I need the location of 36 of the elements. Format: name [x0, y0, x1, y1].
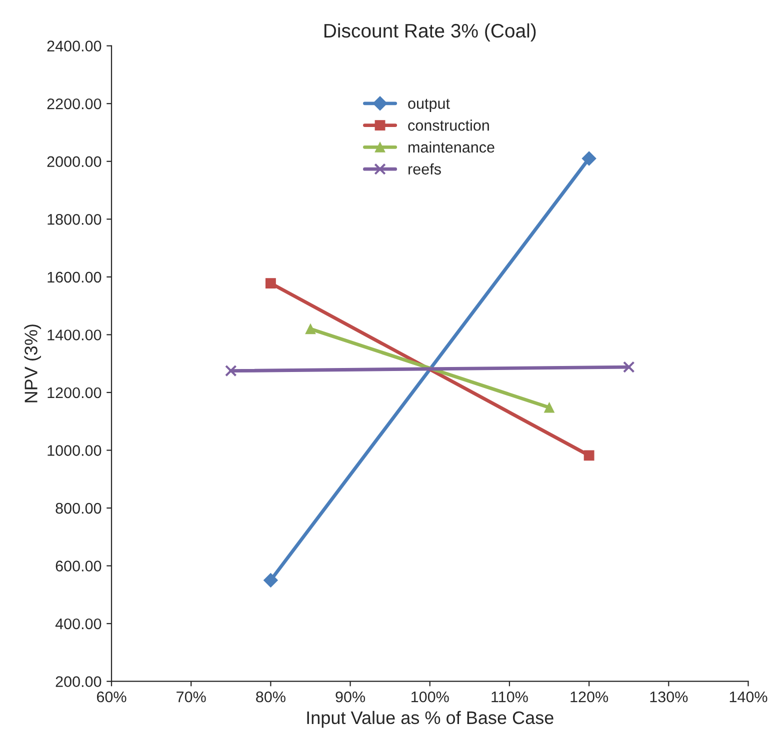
y-tick-label: 400.00: [55, 618, 102, 630]
y-tick-label: 1000.00: [48, 445, 102, 456]
x-tick-label: 80%: [256, 691, 286, 702]
x-tick-label: 90%: [336, 691, 366, 702]
legend-label: output: [408, 98, 450, 112]
x-tick-label: 120%: [570, 691, 608, 702]
point: [305, 324, 316, 334]
y-tick-label: 2000.00: [47, 156, 102, 168]
y-tick-label: 2400.00: [47, 40, 102, 52]
y-tick-label: 2200.00: [47, 98, 102, 110]
point: [582, 151, 596, 166]
y-tick-label: 800.00: [56, 502, 102, 514]
point: [622, 361, 635, 373]
y-tick-label: 600.00: [56, 560, 102, 572]
legend-label: construction: [408, 120, 489, 131]
y-tick-label: 1600.00: [48, 272, 102, 283]
point: [224, 364, 237, 377]
point: [265, 278, 276, 288]
point: [263, 573, 278, 588]
y-tick-label: 1200.00: [48, 387, 102, 398]
y-tick-label: 1800.00: [48, 214, 102, 225]
legend-label: maintenance: [408, 141, 494, 153]
legend-label: reefs: [408, 163, 441, 175]
x-tick-label: 110%: [492, 691, 528, 702]
x-tick-label: 100%: [412, 691, 449, 702]
y-tick-label: 1400.00: [48, 330, 102, 340]
x-tick-label: 140%: [730, 691, 768, 702]
x-tick-label: 60%: [96, 691, 126, 702]
y-tick-label: 200.00: [56, 676, 102, 688]
point: [584, 450, 594, 461]
x-axis-title: Input Value as % of Base Case: [307, 710, 554, 728]
y-axis-title: NPV (3%): [24, 324, 41, 402]
x-tick-label: 70%: [176, 691, 206, 702]
x-tick-label: 130%: [650, 691, 688, 702]
point: [544, 402, 554, 413]
chart-title: Discount Rate 3% (Coal): [324, 23, 536, 42]
